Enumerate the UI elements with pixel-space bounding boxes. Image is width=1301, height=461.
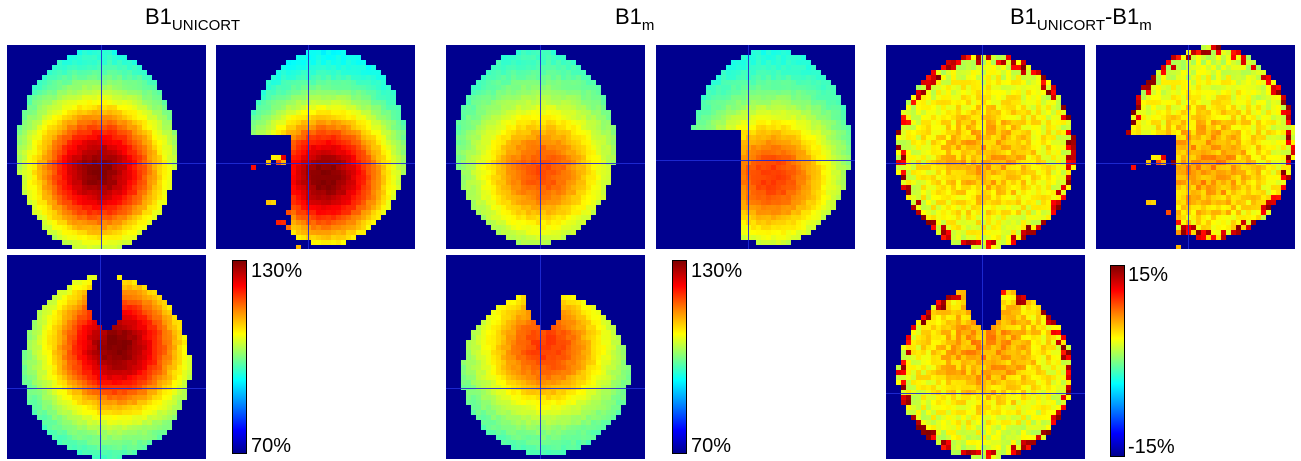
b1-unicort-axial-panel [7,45,206,249]
title-difference-sub2: m [1139,17,1152,34]
crosshair-horizontal [886,163,1085,164]
b1m-sagittal-panel [656,45,855,249]
colorbar-difference-max: 15% [1128,264,1169,286]
title-difference-dash: -B1 [1104,4,1140,29]
colorbar-b1m [672,260,687,454]
colorbar-b1-unicort-max: 130% [251,260,303,282]
difference-axial-panel [886,45,1085,249]
title-b1-unicort: B1UNICORT [145,4,240,34]
crosshair-vertical [540,45,541,249]
b1-unicort-coronal-map [7,255,206,459]
title-difference: B1UNICORT-B1m [1010,4,1152,34]
crosshair-horizontal [7,388,206,389]
crosshair-horizontal [1096,163,1295,164]
b1m-coronal-map [446,255,645,459]
colorbar-b1-unicort [232,260,247,454]
crosshair-vertical [748,45,749,249]
title-difference-main: B1 [1010,4,1037,29]
b1m-axial-panel [446,45,645,249]
difference-axial-map [886,45,1085,249]
title-b1-unicort-main: B1 [145,4,172,29]
crosshair-horizontal [216,163,415,164]
crosshair-vertical [308,45,309,249]
crosshair-horizontal [656,160,855,161]
difference-coronal-map [886,255,1085,459]
colorbar-difference-min: -15% [1128,436,1175,458]
b1-unicort-coronal-panel [7,255,206,459]
b1-unicort-sagittal-panel [216,45,415,249]
colorbar-difference [1110,265,1125,457]
crosshair-vertical [100,255,101,459]
difference-coronal-panel [886,255,1085,459]
b1m-axial-map [446,45,645,249]
title-b1m: B1m [615,4,654,34]
colorbar-b1m-min: 70% [691,435,732,457]
b1-unicort-axial-map [7,45,206,249]
crosshair-horizontal [886,393,1085,394]
crosshair-vertical [982,255,983,459]
crosshair-vertical [101,45,102,249]
crosshair-vertical [1188,45,1189,249]
crosshair-vertical [540,255,541,459]
colorbar-b1m-max: 130% [691,260,743,282]
title-b1-unicort-sub: UNICORT [171,17,240,34]
b1-unicort-sagittal-map [216,45,415,249]
title-b1m-main: B1 [615,4,642,29]
b1m-coronal-panel [446,255,645,459]
crosshair-horizontal [446,163,645,164]
b1m-sagittal-map [656,45,855,249]
crosshair-vertical [982,45,983,249]
crosshair-horizontal [446,388,645,389]
difference-sagittal-panel [1096,45,1295,249]
difference-sagittal-map [1096,45,1295,249]
title-b1m-sub: m [641,17,655,34]
title-difference-sub1: UNICORT [1036,17,1105,34]
colorbar-b1-unicort-min: 70% [251,435,292,457]
crosshair-horizontal [7,163,206,164]
